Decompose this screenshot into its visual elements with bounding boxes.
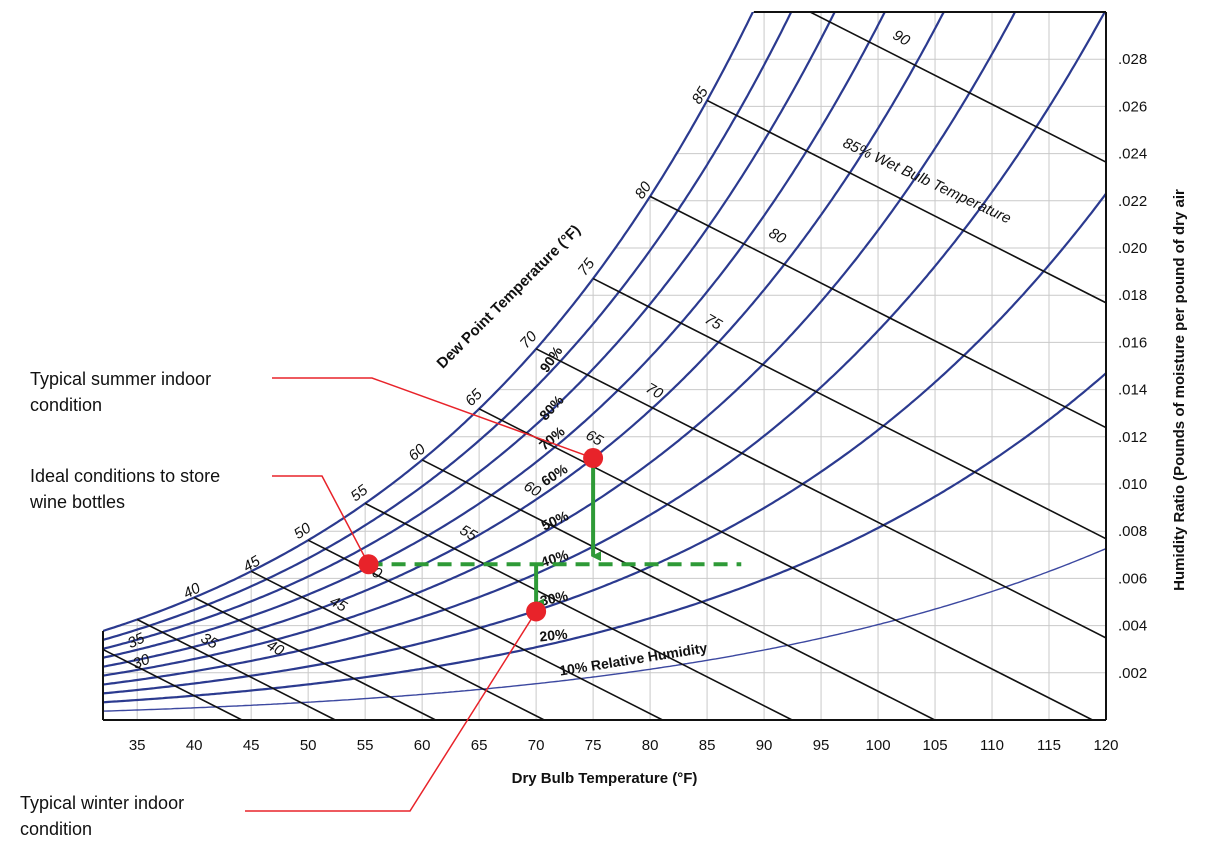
x-tick-label: 35	[129, 737, 146, 754]
y-tick-label: .008	[1118, 523, 1147, 540]
wet-bulb-label: 35	[198, 630, 222, 653]
callout-summer: Typical summer indoor condition	[30, 366, 211, 418]
wet-bulb-line-80	[649, 195, 1106, 429]
x-tick-label: 90	[756, 737, 773, 754]
annotations	[245, 377, 742, 812]
dew-point-label: 40	[181, 579, 204, 602]
y-tick-label: .022	[1118, 193, 1147, 210]
wet-bulb-label: 70	[643, 380, 667, 403]
x-tick-label: 115	[1037, 737, 1061, 754]
wet-bulb-line-85	[706, 99, 1106, 304]
rh-curve-10	[103, 547, 1106, 712]
x-tick-label: 80	[642, 737, 659, 754]
condition-marker	[358, 554, 379, 575]
x-tick-label: 60	[414, 737, 431, 754]
wet-bulb-line-90	[808, 12, 1106, 164]
y-tick-label: .026	[1118, 98, 1147, 115]
rh-curve-100	[103, 12, 755, 633]
callout-wine-line1: Ideal conditions to store	[30, 466, 221, 486]
rh-curve-40	[103, 12, 1106, 686]
callout-summer-line2: condition	[30, 395, 103, 415]
rh-curve-30	[103, 192, 1106, 695]
y-tick-label: .014	[1118, 382, 1147, 399]
callout-wine-line2: wine bottles	[30, 492, 126, 512]
wet-bulb-label: 60	[521, 478, 545, 501]
wet-bulb-line-35	[136, 618, 336, 720]
curves	[103, 12, 1106, 720]
wet-bulb-line-60	[421, 459, 936, 720]
callout-summer-line1: Typical summer indoor	[30, 369, 212, 389]
y-tick-label: .002	[1118, 665, 1147, 682]
y-tick-label: .018	[1118, 287, 1147, 304]
y-tick-label: .006	[1118, 570, 1147, 587]
rh-curve-60	[103, 12, 945, 668]
wet-bulb-label: 55	[457, 522, 481, 545]
y-tick-label: .024	[1118, 146, 1147, 163]
y-tick-label: .020	[1118, 240, 1147, 257]
x-tick-label: 70	[528, 737, 545, 754]
x-tick-label: 85	[699, 737, 716, 754]
dew-point-label: 30	[130, 651, 152, 673]
wet-bulb-line-30	[103, 648, 243, 720]
wet-bulb-line-75	[592, 277, 1106, 540]
x-tick-label: 95	[813, 737, 830, 754]
wet-bulb-line-45	[250, 570, 545, 720]
callout-winter-line2: condition	[20, 819, 93, 839]
y-axis-title: Humidity Ratio (Pounds of moisture per p…	[1171, 189, 1188, 591]
y-tick-label: .028	[1118, 51, 1147, 68]
x-axis-title: Dry Bulb Temperature (°F)	[512, 770, 698, 787]
x-tick-label: 45	[243, 737, 260, 754]
y-tick-label: .012	[1118, 429, 1147, 446]
dew-point-label: 35	[125, 629, 148, 652]
x-tick-label: 40	[186, 737, 203, 754]
wet-bulb-label: 80	[766, 225, 790, 248]
condition-marker	[526, 601, 547, 622]
rh-curve-90	[103, 12, 793, 641]
condition-marker	[583, 448, 604, 469]
wet-bulb-label: 40	[264, 637, 288, 660]
callout-winter-line1: Typical winter indoor	[20, 793, 185, 813]
wet-bulb-line-65	[478, 408, 1093, 720]
y-tick-label: .016	[1118, 334, 1147, 351]
x-tick-label: 110	[980, 737, 1004, 754]
rh-label: 50%	[539, 507, 572, 534]
rh-curve-70	[103, 12, 887, 659]
rh-label: 80%	[536, 391, 567, 423]
y-tick-label: .010	[1118, 476, 1147, 493]
x-tick-label: 105	[923, 737, 948, 754]
saturation-mask	[103, 12, 1106, 631]
wet-bulb-label: 90	[890, 27, 914, 50]
rh-curve-80	[103, 12, 836, 650]
leader-line	[272, 475, 370, 565]
rh-curve-20	[103, 372, 1106, 704]
rh-label: 30%	[539, 587, 570, 609]
y-tick-label: .004	[1118, 618, 1147, 635]
x-tick-label: 75	[585, 737, 602, 754]
leader-line	[245, 611, 537, 812]
callout-winter: Typical winter indoor condition	[20, 790, 184, 842]
x-tick-label: 55	[357, 737, 374, 754]
wet-bulb-line-40	[193, 596, 436, 720]
rh-label: 40%	[539, 546, 571, 570]
callout-wine: Ideal conditions to store wine bottles	[30, 463, 220, 515]
plot-frame	[102, 11, 1107, 721]
grid	[103, 12, 1106, 720]
tick-labels: 35 40 45 50 55 60 65 70 75 80 85 90 95 100 105 110 115 12…	[129, 51, 1147, 754]
x-tick-label: 50	[300, 737, 317, 754]
x-tick-label: 65	[471, 737, 488, 754]
x-tick-label: 100	[866, 737, 891, 754]
wet-bulb-label: 75	[702, 311, 726, 334]
rh-label: 20%	[539, 626, 569, 645]
wet-bulb-line-55	[364, 502, 793, 720]
rh-curve-50	[103, 12, 1017, 677]
leader-line	[272, 377, 594, 459]
wet-bulb-label: 45	[327, 593, 351, 616]
x-tick-label: 120	[1093, 737, 1118, 754]
wet-bulb-line-70	[535, 348, 1106, 639]
wet-bulb-label: 65	[583, 427, 607, 450]
